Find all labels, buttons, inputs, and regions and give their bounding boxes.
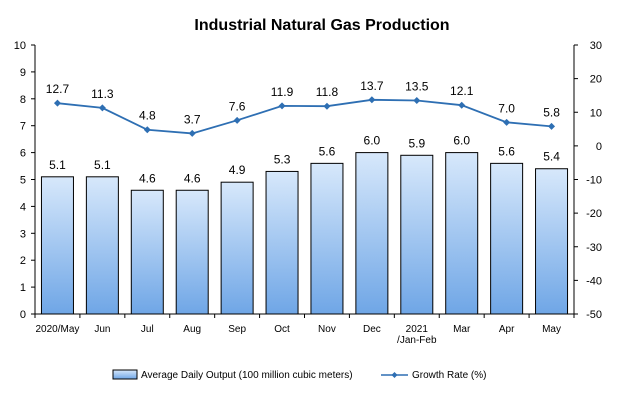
x-tick-label: Sep — [228, 324, 246, 335]
legend-swatch-average-daily-output — [112, 369, 138, 380]
growth-rate-point — [368, 96, 376, 104]
growth-rate-point — [413, 96, 421, 104]
legend-label-average-daily-output: Average Daily Output (100 million cubic … — [141, 370, 353, 381]
bar-value-label: 5.3 — [274, 152, 291, 166]
y-right-tick-label: -10 — [586, 175, 602, 187]
y-left-tick-label: 9 — [20, 67, 26, 79]
growth-rate-label: 4.8 — [139, 109, 156, 123]
growth-rate-point — [458, 101, 466, 109]
bar-value-label: 4.9 — [229, 163, 246, 177]
y-right-tick-label: -30 — [586, 242, 602, 254]
bar — [310, 162, 344, 315]
growth-rate-label: 13.7 — [360, 79, 384, 93]
growth-rate-label: 12.7 — [46, 82, 70, 96]
bar — [400, 154, 434, 315]
x-tick-label: Apr — [499, 324, 515, 335]
growth-rate-label: 3.7 — [184, 112, 201, 126]
y-left-tick-label: 4 — [20, 201, 26, 213]
y-left-tick-label: 5 — [20, 175, 26, 187]
bar-value-label: 4.6 — [139, 171, 156, 185]
growth-rate-point — [503, 118, 511, 126]
y-left-tick-label: 3 — [20, 228, 26, 240]
growth-rate-label: 12.1 — [450, 84, 474, 98]
x-tick-label: /Jan-Feb — [397, 335, 437, 346]
growth-rate-point — [98, 104, 106, 112]
growth-rate-label: 7.6 — [229, 99, 246, 113]
growth-rate-label: 11.9 — [271, 85, 294, 99]
growth-rate-point — [53, 99, 61, 107]
growth-rate-label: 7.0 — [498, 101, 515, 115]
x-tick-label: Oct — [274, 324, 290, 335]
chart-title: Industrial Natural Gas Production — [194, 17, 449, 34]
x-tick-label: May — [542, 324, 561, 335]
growth-rate-label: 11.8 — [316, 85, 339, 99]
x-tick-label: Mar — [453, 324, 471, 335]
x-tick-label: Dec — [363, 324, 381, 335]
y-left-tick-label: 8 — [20, 94, 26, 106]
y-right-tick-label: 0 — [596, 141, 602, 153]
x-tick-label: 2020/May — [35, 324, 79, 335]
x-tick-label: Jul — [141, 324, 154, 335]
x-tick-label: 2021 — [406, 324, 429, 335]
growth-rate-point — [548, 122, 556, 130]
x-tick-label: Jun — [94, 324, 110, 335]
bar — [490, 162, 524, 315]
bar-value-label: 6.0 — [364, 134, 381, 148]
bar — [220, 181, 254, 315]
bars-group — [40, 152, 569, 315]
y-left-tick-label: 10 — [14, 40, 26, 52]
bar-value-label: 5.1 — [49, 158, 66, 172]
legend-marker-growth-rate — [391, 372, 398, 378]
y-left-tick-label: 7 — [20, 121, 26, 133]
y-left-tick-label: 2 — [20, 255, 26, 267]
growth-rate-point — [188, 129, 196, 137]
data-labels-group: 5.1 5.1 4.6 4.6 4.9 5.3 5.6 6.0 5.9 6.0 5.6 5.4 12.7… — [46, 79, 560, 185]
bar — [445, 152, 479, 315]
growth-rate-point — [278, 102, 286, 110]
y-right-tick-label: -20 — [586, 208, 602, 220]
growth-rate-label: 13.5 — [405, 79, 429, 93]
y-left-tick-label: 6 — [20, 148, 26, 160]
bar-value-label: 5.9 — [408, 136, 425, 150]
growth-rate-label: 5.8 — [543, 105, 560, 119]
y-left-tick-label: 0 — [20, 309, 26, 321]
line-group — [53, 96, 556, 137]
y-right-tick-label: -50 — [586, 309, 602, 321]
legend-label-growth-rate: Growth Rate (%) — [412, 370, 486, 381]
growth-rate-point — [233, 116, 241, 124]
bar-value-label: 4.6 — [184, 171, 201, 185]
bar-value-label: 5.6 — [498, 144, 515, 158]
legend: Average Daily Output (100 million cubic … — [112, 369, 486, 381]
growth-rate-point — [323, 102, 331, 110]
bar — [535, 168, 569, 315]
y-right-tick-label: -40 — [586, 275, 602, 287]
y-right-tick-label: 10 — [590, 107, 602, 119]
bar — [130, 189, 164, 315]
growth-rate-point — [143, 126, 151, 134]
bar — [175, 189, 209, 315]
bar — [40, 176, 74, 315]
x-tick-label: Nov — [318, 324, 336, 335]
y-right-tick-label: 30 — [590, 40, 602, 52]
growth-rate-line — [57, 98, 552, 135]
axes-group: 0 1 2 3 4 5 6 7 8 9 10 -50 -40 -30 -20 -10 0 10 20 30 2020/M… — [14, 40, 602, 346]
growth-rate-label: 11.3 — [91, 87, 114, 101]
x-tick-label: Aug — [183, 324, 201, 335]
bar-value-label: 5.1 — [94, 158, 111, 172]
bar-value-label: 5.4 — [543, 150, 560, 164]
bar — [265, 170, 299, 315]
bar — [85, 176, 119, 315]
bar-value-label: 6.0 — [453, 134, 470, 148]
y-right-tick-label: 20 — [590, 74, 602, 86]
bar-value-label: 5.6 — [319, 144, 336, 158]
y-left-tick-label: 1 — [20, 282, 26, 294]
bar — [355, 152, 389, 315]
